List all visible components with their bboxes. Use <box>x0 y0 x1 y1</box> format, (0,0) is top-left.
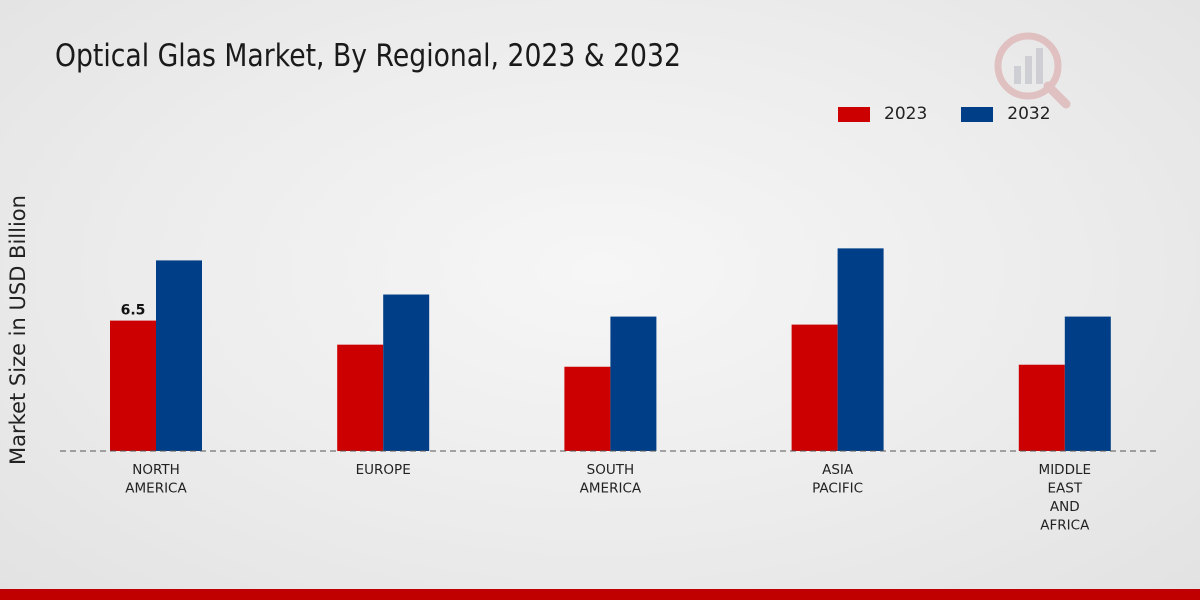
bar-2023-2 <box>564 366 611 451</box>
legend-label-2032: 2032 <box>1007 104 1051 124</box>
legend-item-2032: 2032 <box>961 104 1051 124</box>
x-tick-label-4-0: MIDDLE <box>1039 462 1091 478</box>
bar-2023-0 <box>110 320 156 451</box>
bar-2032-0 <box>156 260 202 451</box>
bar-2032-3 <box>837 248 884 451</box>
x-tick-label-1-0: EUROPE <box>356 462 411 478</box>
bar-2032-1 <box>383 294 430 451</box>
legend-item-2023: 2023 <box>838 104 927 124</box>
bar-2032-2 <box>610 316 657 451</box>
chart-title: Optical Glas Market, By Regional, 2023 &… <box>55 38 681 74</box>
x-tick-label-4-3: AFRICA <box>1040 518 1090 534</box>
bar-2023-4 <box>1018 364 1065 451</box>
x-tick-label-4-2: AND <box>1050 499 1080 515</box>
bar-2023-3 <box>791 324 838 451</box>
bar-2032-4 <box>1064 316 1111 451</box>
legend-swatch-2032 <box>961 106 994 122</box>
x-tick-label-0-0: NORTH <box>132 462 180 478</box>
x-tick-label-4-1: EAST <box>1048 481 1083 497</box>
bar-2023-1 <box>337 344 384 451</box>
legend-label-2023: 2023 <box>884 104 928 124</box>
chart-legend: 2023 2032 <box>838 104 1051 124</box>
x-tick-label-2-0: SOUTH <box>587 462 634 478</box>
brand-logo-icon <box>994 32 1071 109</box>
data-label-0: 6.5 <box>121 303 146 319</box>
x-tick-label-3-1: PACIFIC <box>812 481 863 497</box>
legend-swatch-2023 <box>838 106 870 122</box>
bottom-accent-bar <box>0 589 1200 600</box>
x-tick-label-2-1: AMERICA <box>580 481 642 497</box>
x-tick-label-3-0: ASIA <box>822 462 854 478</box>
x-tick-label-0-1: AMERICA <box>125 481 187 497</box>
